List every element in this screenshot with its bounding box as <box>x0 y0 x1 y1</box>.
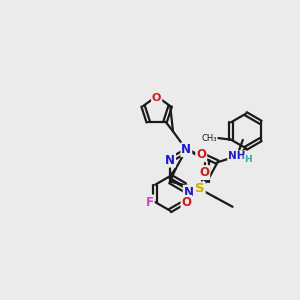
Text: N: N <box>184 186 194 199</box>
Text: NH: NH <box>228 151 246 161</box>
Text: S: S <box>195 182 205 195</box>
Text: O: O <box>152 93 161 103</box>
Text: N: N <box>182 143 191 156</box>
Text: O: O <box>196 148 206 161</box>
Text: H: H <box>244 155 252 164</box>
Text: F: F <box>146 196 154 208</box>
Text: O: O <box>199 166 209 179</box>
Text: CH₃: CH₃ <box>201 134 217 142</box>
Text: N: N <box>165 154 175 166</box>
Text: O: O <box>182 196 191 209</box>
